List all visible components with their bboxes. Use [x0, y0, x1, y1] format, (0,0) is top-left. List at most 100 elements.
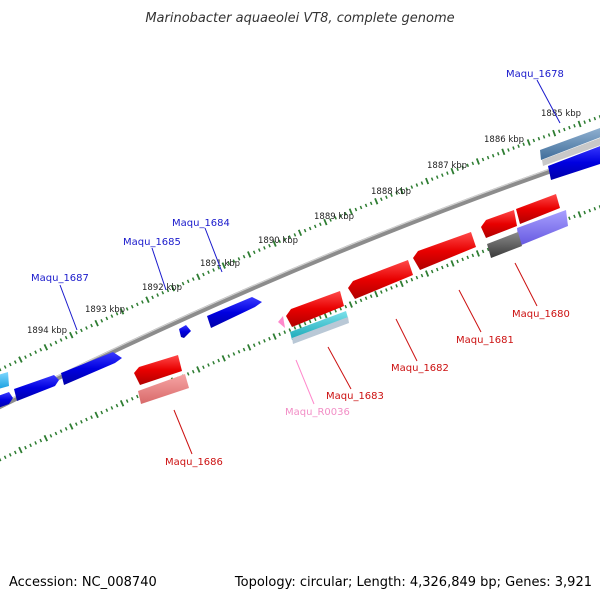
- ruler-inner-tick: [369, 294, 373, 298]
- ruler-outer-tick: [221, 262, 226, 269]
- ruler-outer-tick: [390, 193, 393, 197]
- ruler-outer-tick: [49, 343, 53, 347]
- ruler-outer-tick: [252, 250, 256, 255]
- ruler-outer-tick: [54, 340, 58, 345]
- ruler-outer-tick: [517, 144, 520, 148]
- ruler-outer-tick: [446, 171, 449, 175]
- ruler-inner-tick: [130, 397, 134, 401]
- cds-sky-edge[interactable]: [0, 372, 9, 389]
- label-maqu-1685[interactable]: Maqu_1685: [123, 237, 181, 248]
- cds-maqu-1681[interactable]: [481, 210, 517, 238]
- ruler-outer-tick: [119, 308, 125, 315]
- ruler-outer-tick: [94, 319, 99, 327]
- ruler-outer-tick: [364, 203, 368, 208]
- ruler-inner-tick: [461, 257, 464, 262]
- accession-text: Accession: NC_008740: [9, 575, 157, 590]
- ruler-inner-tick: [24, 445, 27, 450]
- ruler-outer-tick: [69, 331, 74, 339]
- ruler-inner-tick: [466, 255, 470, 260]
- tick-label-1893: 1893 kbp: [85, 305, 125, 315]
- ruler-outer-tick: [507, 148, 510, 152]
- tick-label-1891: 1891 kbp: [200, 259, 240, 269]
- ruler-outer-tick: [329, 218, 332, 222]
- ruler-outer-tick: [191, 277, 195, 281]
- label-maqu-1687[interactable]: Maqu_1687: [31, 273, 89, 284]
- ruler-outer-tick: [308, 226, 312, 231]
- ruler-inner-tick: [374, 290, 379, 298]
- tick-label-1886: 1886 kbp: [484, 135, 524, 145]
- cds-blue-small[interactable]: [14, 375, 59, 401]
- rna-maqu-r0036[interactable]: [278, 316, 285, 328]
- label-maqu-1684[interactable]: Maqu_1684: [172, 218, 230, 229]
- ruler-inner-tick: [0, 457, 2, 462]
- label-maqu-1678[interactable]: Maqu_1678: [506, 69, 564, 80]
- cds-maqu-1682[interactable]: [413, 232, 476, 270]
- ruler-outer-tick: [399, 187, 404, 195]
- ruler-outer-tick: [441, 173, 444, 177]
- ruler-inner-tick: [34, 441, 38, 445]
- cds-blue-edge[interactable]: [0, 392, 13, 408]
- ruler-outer-tick: [202, 272, 205, 277]
- ruler-inner-tick: [359, 298, 363, 303]
- label-maqu-1681[interactable]: Maqu_1681: [456, 335, 514, 346]
- ruler-outer-tick: [430, 177, 434, 181]
- ruler-inner-tick: [573, 214, 576, 219]
- ruler-outer-tick: [588, 118, 591, 123]
- label-maqu-1680[interactable]: Maqu_1680: [512, 309, 570, 320]
- ruler-inner-tick: [339, 306, 342, 311]
- leader-maqu-1686: [173, 409, 193, 455]
- ruler-inner-tick: [303, 321, 307, 326]
- ruler-inner-tick: [227, 354, 231, 358]
- cds-maqu-1678[interactable]: [548, 145, 600, 180]
- cds-maqu-1685[interactable]: [179, 325, 191, 338]
- ruler-inner-tick: [105, 408, 109, 413]
- ruler-outer-tick: [151, 295, 154, 300]
- ruler-outer-tick: [395, 191, 398, 195]
- ruler-inner-tick: [577, 211, 582, 218]
- cds-maqu-1680[interactable]: [516, 194, 560, 224]
- tick-label-1889: 1889 kbp: [314, 212, 354, 222]
- label-maqu-1682[interactable]: Maqu_1682: [391, 363, 449, 374]
- ruler-inner-tick: [29, 443, 32, 448]
- cds-maqu-1684[interactable]: [207, 297, 262, 328]
- ruler-outer-tick: [563, 127, 566, 132]
- ruler-outer-tick: [227, 261, 231, 266]
- cds-maqu-1682-b[interactable]: [348, 260, 413, 299]
- label-maqu-1686[interactable]: Maqu_1686: [165, 457, 223, 468]
- ruler-outer-tick: [435, 175, 439, 179]
- ruler-outer-tick: [374, 197, 379, 205]
- ruler-inner-tick: [364, 296, 368, 301]
- cds-maqu-1687[interactable]: [61, 352, 122, 385]
- leader-maqu-1681: [458, 289, 482, 333]
- ruler-inner-tick: [64, 427, 68, 431]
- label-maqu-1683[interactable]: Maqu_1683: [326, 391, 384, 402]
- ruler-inner-tick: [191, 369, 195, 374]
- ruler-outer-tick: [212, 268, 215, 272]
- ruler-inner-tick: [94, 411, 99, 419]
- ruler-outer-tick: [263, 246, 266, 250]
- ruler-outer-tick: [232, 259, 236, 263]
- leader-maqu-1685: [151, 247, 167, 291]
- ruler-inner-tick: [380, 290, 383, 294]
- cds-maqu-1683[interactable]: [286, 291, 344, 327]
- label-maqu-r0036[interactable]: Maqu_R0036: [285, 407, 350, 418]
- ruler-inner-tick: [278, 332, 281, 337]
- ruler-outer-tick: [0, 367, 2, 372]
- ruler-outer-tick: [512, 146, 515, 150]
- ruler-outer-tick: [293, 233, 297, 237]
- ruler-inner-tick: [588, 208, 592, 213]
- ruler-outer-tick: [166, 288, 170, 293]
- topology-text: Topology: circular; Length: 4,326,849 bp…: [234, 575, 592, 590]
- ruler-inner-tick: [313, 317, 317, 322]
- leader-maqu-1678: [536, 79, 561, 124]
- ruler-inner-tick: [125, 399, 129, 403]
- map-title: Marinobacter aquaeolei VT8, complete gen…: [145, 11, 454, 26]
- ruler-outer-tick: [278, 239, 281, 244]
- ruler-outer-tick: [369, 201, 373, 206]
- cds-maqu-1686[interactable]: [134, 355, 182, 385]
- ruler-outer-tick: [24, 355, 27, 359]
- ruler-inner-tick: [486, 247, 490, 252]
- ruler-outer-tick: [348, 208, 353, 215]
- ruler-outer-tick: [475, 158, 480, 165]
- ruler-outer-tick: [186, 279, 190, 284]
